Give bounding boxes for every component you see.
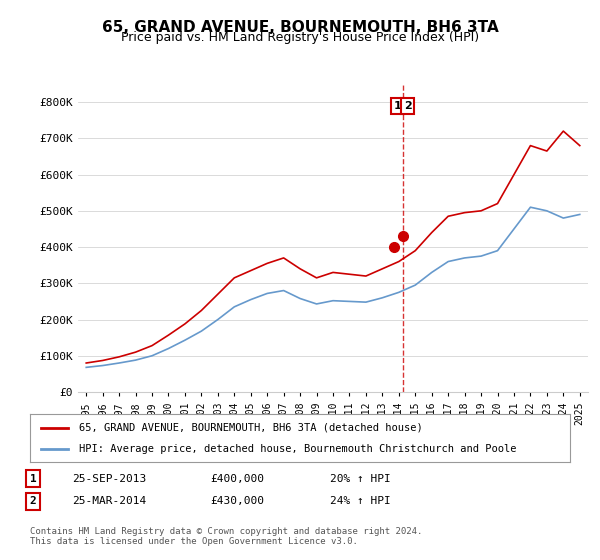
Text: 1: 1: [29, 474, 37, 484]
Text: £400,000: £400,000: [210, 474, 264, 484]
Text: 65, GRAND AVENUE, BOURNEMOUTH, BH6 3TA: 65, GRAND AVENUE, BOURNEMOUTH, BH6 3TA: [101, 20, 499, 35]
Text: 24% ↑ HPI: 24% ↑ HPI: [330, 496, 391, 506]
Text: £430,000: £430,000: [210, 496, 264, 506]
Text: 2: 2: [404, 101, 412, 111]
Text: Price paid vs. HM Land Registry's House Price Index (HPI): Price paid vs. HM Land Registry's House …: [121, 31, 479, 44]
Text: 1: 1: [394, 101, 401, 111]
Text: 2: 2: [29, 496, 37, 506]
Text: 20% ↑ HPI: 20% ↑ HPI: [330, 474, 391, 484]
Text: Contains HM Land Registry data © Crown copyright and database right 2024.
This d: Contains HM Land Registry data © Crown c…: [30, 526, 422, 546]
Text: 65, GRAND AVENUE, BOURNEMOUTH, BH6 3TA (detached house): 65, GRAND AVENUE, BOURNEMOUTH, BH6 3TA (…: [79, 423, 422, 433]
Text: HPI: Average price, detached house, Bournemouth Christchurch and Poole: HPI: Average price, detached house, Bour…: [79, 444, 516, 454]
Text: 25-SEP-2013: 25-SEP-2013: [72, 474, 146, 484]
Text: 25-MAR-2014: 25-MAR-2014: [72, 496, 146, 506]
